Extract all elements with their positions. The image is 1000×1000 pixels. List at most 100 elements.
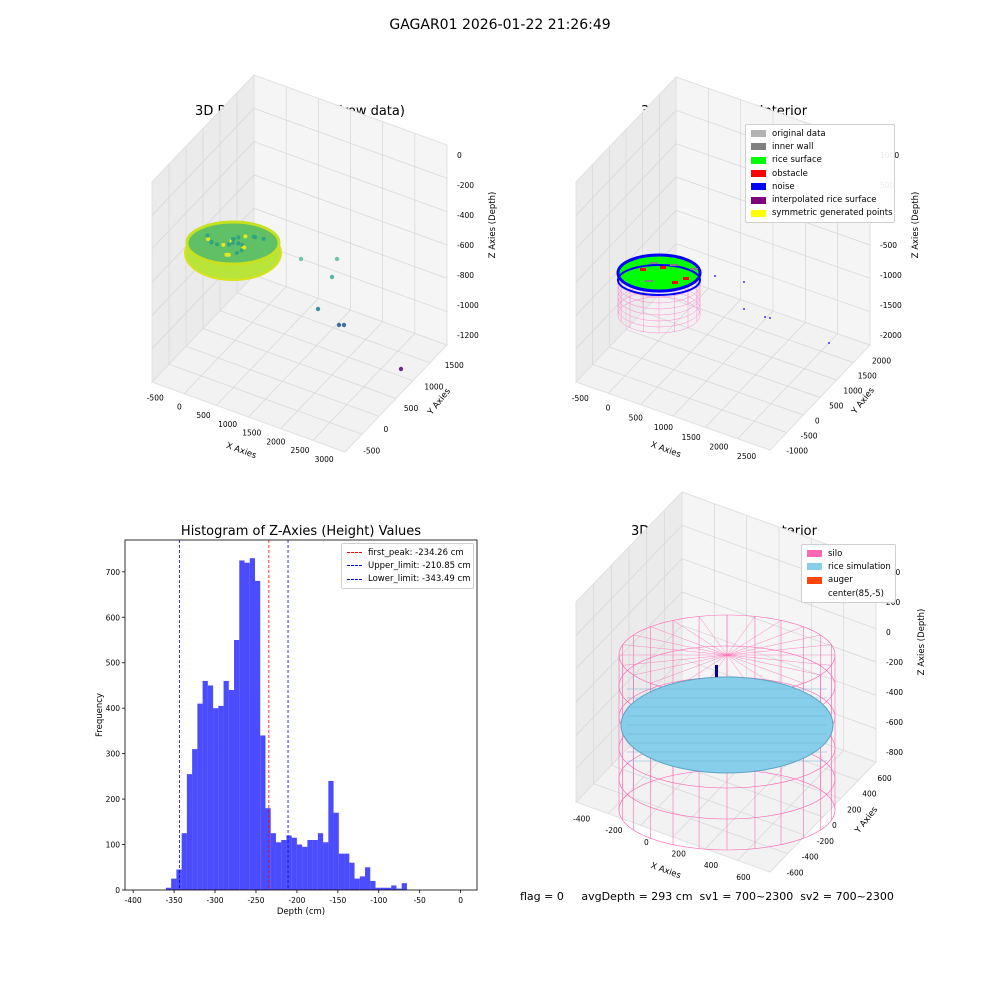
histogram-xlabel: Depth (cm) xyxy=(277,907,325,917)
raw-grid xyxy=(236,292,431,364)
classify-xtick-label: 1000 xyxy=(654,423,673,432)
histogram-ytick-label: 500 xyxy=(106,659,121,668)
simulation-silo-roof-spoke xyxy=(726,654,821,676)
legend-item: auger xyxy=(807,574,890,587)
classify-noise-point xyxy=(714,275,716,277)
legend-label: center(85,-5) xyxy=(828,588,884,599)
histogram-bar xyxy=(354,878,360,890)
legend-line-swatch xyxy=(347,565,362,567)
histogram-bar xyxy=(333,812,339,890)
legend-label: first_peak: -234.26 cm xyxy=(368,547,464,558)
histogram-bar xyxy=(260,735,266,890)
legend-label: original data xyxy=(772,128,826,139)
raw-cloud-point xyxy=(226,252,231,257)
classify-wall-point xyxy=(645,280,653,282)
classify-xtick-label: 2500 xyxy=(737,452,756,461)
histogram-xtick-label: -250 xyxy=(247,896,264,905)
histogram-bar xyxy=(344,853,350,890)
classify-ytick-label: 0 xyxy=(815,417,820,426)
legend-line-swatch xyxy=(347,578,362,580)
classify-wall-point xyxy=(650,262,658,264)
simulation-xtick-label: 200 xyxy=(672,850,687,859)
classify-obstacle-point xyxy=(660,266,666,269)
legend-swatch xyxy=(807,563,822,571)
classify-obstacle-point xyxy=(640,268,646,271)
histogram-bar xyxy=(401,883,407,890)
legend-label: interpolated rice surface xyxy=(772,195,877,206)
histogram-bar xyxy=(254,580,261,890)
classify-ytick-label: 1000 xyxy=(843,387,862,396)
raw-xtick-label: -500 xyxy=(147,394,164,403)
histogram-bar xyxy=(218,705,224,890)
raw-grid xyxy=(253,108,448,179)
raw-xtick-label: 2500 xyxy=(290,446,309,455)
histogram-bar xyxy=(375,887,381,890)
legend-item: rice surface xyxy=(751,154,889,167)
classify-noise-point xyxy=(828,342,830,344)
histogram-bar xyxy=(338,853,345,890)
simulation-ztick-label: -800 xyxy=(886,748,903,757)
raw-cloud-point xyxy=(239,248,244,253)
classify-zlabel: Z Axies (Depth) xyxy=(911,192,921,259)
histogram-bar xyxy=(223,680,229,890)
histogram-bar xyxy=(234,640,240,890)
raw-zlabel: Z Axies (Depth) xyxy=(488,192,498,259)
histogram-bar xyxy=(385,887,392,890)
legend-swatch xyxy=(751,209,766,217)
histogram-bar xyxy=(349,862,355,890)
raw-xtick-label: 1500 xyxy=(242,429,261,438)
legend-item: original data xyxy=(751,127,889,140)
histogram-xtick-label: -150 xyxy=(329,896,346,905)
raw-ztick-label: -800 xyxy=(457,271,474,280)
classify-xtick-label: 0 xyxy=(606,404,611,413)
legend-item: silo xyxy=(807,547,890,560)
histogram-bar xyxy=(328,780,334,890)
histogram-bar xyxy=(239,560,245,890)
histogram-bar xyxy=(207,685,214,890)
figure-title: GAGAR01 2026-01-22 21:26:49 xyxy=(389,17,611,33)
histogram-legend: first_peak: -234.26 cm Upper_limit: -210.… xyxy=(341,543,474,589)
raw-xtick-label: 0 xyxy=(177,402,182,411)
simulation-ztick-label: 0 xyxy=(886,628,891,637)
classify-ytick-label: -1000 xyxy=(786,447,808,456)
classify-ytick-label: 500 xyxy=(829,402,844,411)
classify-xtick-label: 1500 xyxy=(682,433,701,442)
simulation-silo-roof-spoke xyxy=(650,626,728,656)
raw-ytick-label: 500 xyxy=(404,404,419,413)
raw-outlier-point xyxy=(398,366,404,372)
histogram-bar xyxy=(317,833,324,890)
raw-xtick-label: 1000 xyxy=(218,420,237,429)
raw-cloud-point xyxy=(205,233,210,238)
classify-noise-point xyxy=(769,317,771,319)
simulation-grid xyxy=(575,525,683,636)
raw-ztick-label: -1200 xyxy=(457,331,479,340)
legend-item: first_peak: -234.26 cm xyxy=(347,546,468,559)
histogram-bar xyxy=(365,867,371,890)
histogram-bar xyxy=(359,876,366,890)
histogram-bar xyxy=(307,840,313,890)
raw-cloud-point xyxy=(215,242,220,247)
simulation-silo-roof-spoke xyxy=(726,620,782,656)
simulation-silo-roof-spoke xyxy=(726,654,804,684)
legend-swatch xyxy=(807,550,822,558)
histogram-bar xyxy=(323,842,329,890)
classify-ztick-label: -2000 xyxy=(880,331,902,340)
legend-item: symmetric generated points xyxy=(751,207,893,220)
histogram-bar xyxy=(228,690,235,890)
histogram-xtick-label: -100 xyxy=(370,896,387,905)
classify-rice-surface xyxy=(616,253,702,293)
raw-cloud-point xyxy=(231,241,235,245)
histogram-bar xyxy=(302,846,308,890)
legend-label: silo xyxy=(828,548,843,559)
simulation-silo-roof-spoke xyxy=(726,616,756,656)
histogram-bar xyxy=(244,562,250,890)
histogram-bar xyxy=(275,842,282,890)
raw-cloud-point xyxy=(242,245,247,250)
legend-item: center(85,-5) xyxy=(807,587,890,600)
raw-cloud-point xyxy=(206,237,211,242)
simulation-xtick-label: 0 xyxy=(644,838,649,847)
legend-item: rice simulation xyxy=(807,560,891,573)
histogram-xtick-label: -50 xyxy=(414,896,426,905)
histogram-bar xyxy=(396,888,402,890)
legend-item: inner wall xyxy=(751,140,889,153)
